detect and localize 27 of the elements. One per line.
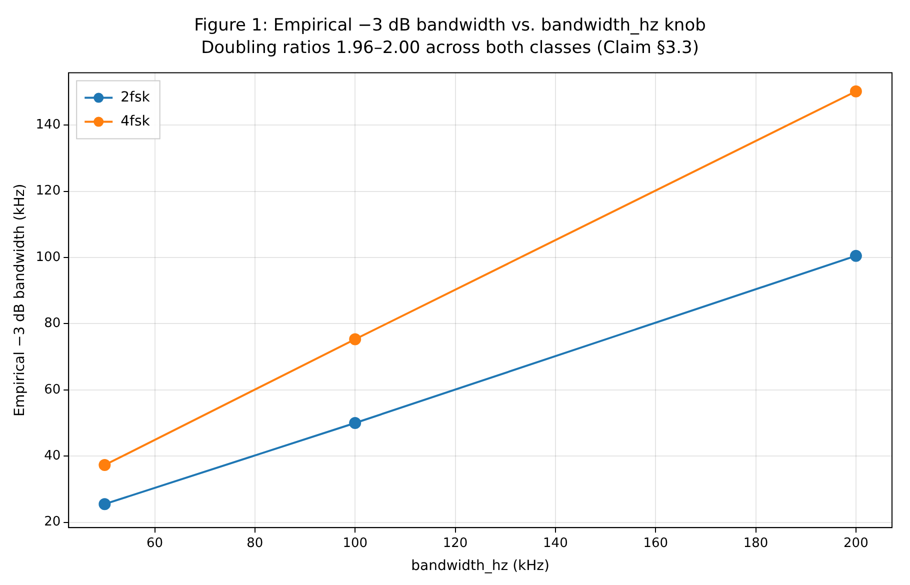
point [850,85,862,98]
x-tick-label: 180 [743,536,768,551]
x-tick-label: 80 [246,536,264,551]
point [349,333,362,346]
x-axis-title: bandwidth_hz (kHz) [411,558,550,574]
y-tick-label: 40 [44,448,61,464]
legend-label: 2fsk [120,89,151,106]
x-tick-label: 60 [146,536,164,551]
chart-title: Figure 1: Empirical −3 dB bandwidth vs. bandwidth_hz knob [194,16,706,36]
y-tick-label: 80 [44,316,61,332]
point [349,417,362,430]
y-tick-label: 100 [36,250,61,265]
y-axis-title: Empirical −3 dB bandwidth (kHz) [12,184,28,417]
x-tick-label: 140 [543,536,568,551]
x-tick-label: 200 [844,536,868,551]
point [98,498,111,510]
y-tick-label: 140 [36,117,61,132]
point [850,250,862,262]
y-tick-label: 20 [44,514,61,530]
x-tick-label: 160 [643,536,668,551]
chart-subtitle: Doubling ratios 1.96–2.00 across both classes (Claim §3.3) [201,38,699,58]
y-tick-label: 120 [36,184,61,199]
x-tick-label: 120 [442,536,468,551]
legend-label: 4fsk [120,113,151,130]
x-tick-label: 100 [342,536,368,551]
y-tick-label: 60 [44,382,61,398]
point [98,459,111,472]
